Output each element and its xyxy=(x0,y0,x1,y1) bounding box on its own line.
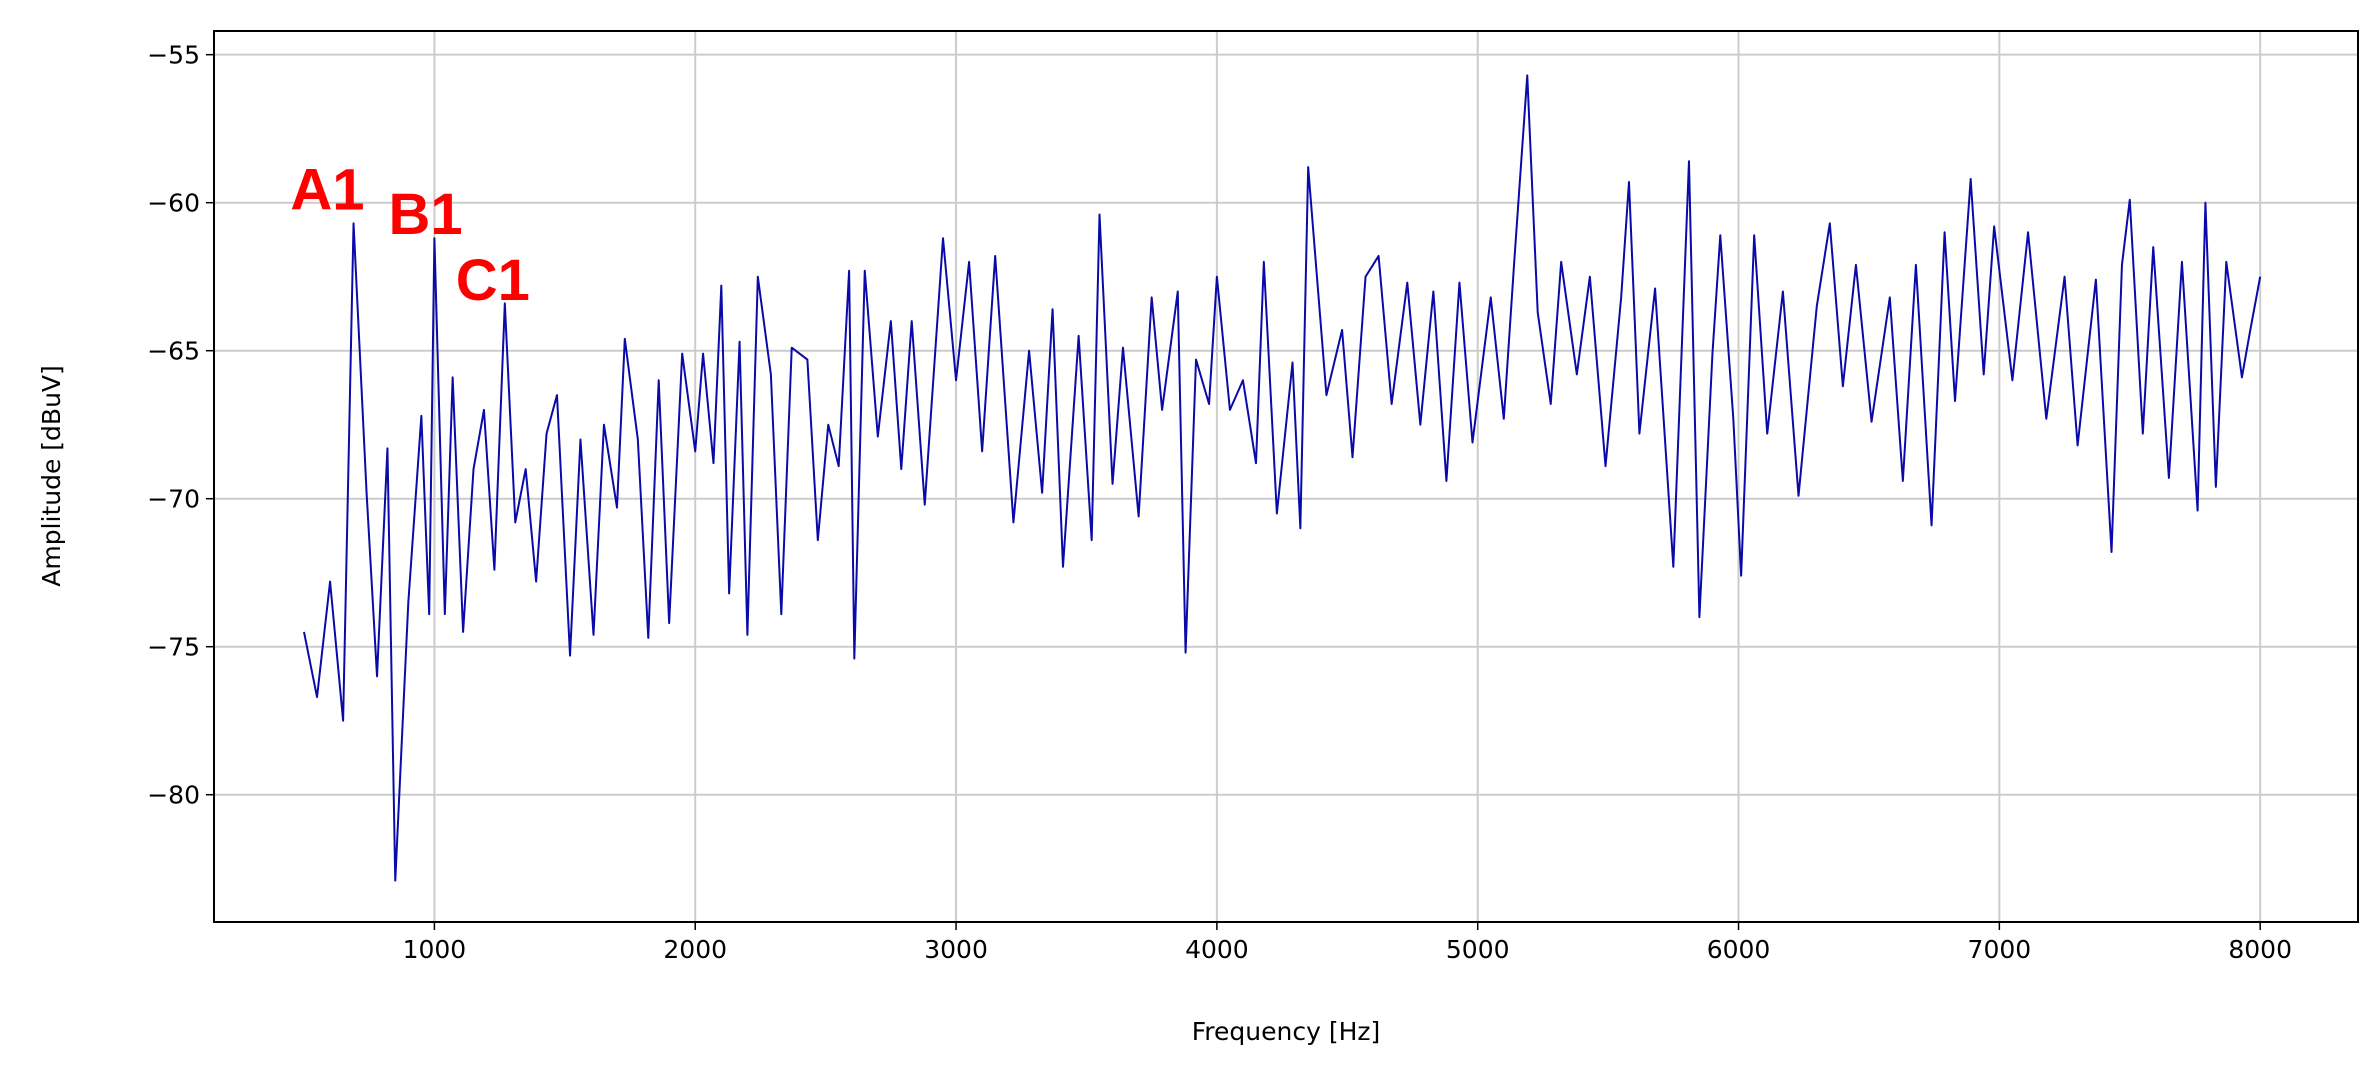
x-tick-label: 4000 xyxy=(1185,935,1249,964)
annotation: A1 xyxy=(290,157,364,222)
x-tick-label: 7000 xyxy=(1968,935,2032,964)
x-tick-label: 3000 xyxy=(924,935,988,964)
x-tick-label: 8000 xyxy=(2228,935,2292,964)
y-axis-label: Amplitude [dBuV] xyxy=(37,365,66,587)
plot-frame xyxy=(213,30,2359,923)
x-axis-label: Frequency [Hz] xyxy=(1192,1017,1381,1046)
x-tick-label: 2000 xyxy=(663,935,727,964)
annotation: B1 xyxy=(388,182,462,247)
annotation: C1 xyxy=(456,248,530,313)
y-tick-label: −60 xyxy=(147,189,200,218)
x-tick-label: 1000 xyxy=(403,935,467,964)
x-tick-label: 5000 xyxy=(1446,935,1510,964)
x-tick-label: 6000 xyxy=(1707,935,1771,964)
y-tick-label: −55 xyxy=(147,41,200,70)
y-tick-label: −70 xyxy=(147,485,200,514)
y-tick-label: −75 xyxy=(147,633,200,662)
y-tick-label: −80 xyxy=(147,781,200,810)
data-line xyxy=(303,74,2262,882)
y-tick-label: −65 xyxy=(147,337,200,366)
